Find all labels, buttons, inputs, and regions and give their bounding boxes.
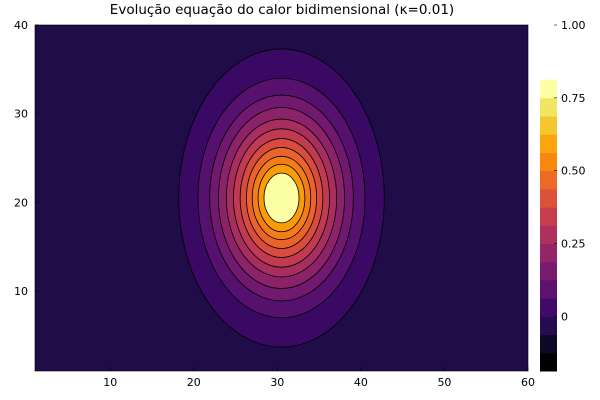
x-tick-label: 10 <box>103 376 117 389</box>
chart-title: Evolução equação do calor bidimensional … <box>110 2 454 18</box>
colorbar-band <box>540 261 557 281</box>
y-tick-label: 30 <box>14 108 28 121</box>
colorbar-band <box>540 225 557 245</box>
y-tick-label: 20 <box>14 196 28 209</box>
contour-level-11 <box>263 172 300 224</box>
colorbar-tick-label: 0.75 <box>561 92 586 105</box>
x-tick-label: 40 <box>354 376 368 389</box>
colorbar-band <box>540 298 557 317</box>
colorbar: 0 0.25 0.50 0.75 1.00 <box>540 19 586 372</box>
colorbar-band <box>540 243 557 263</box>
y-axis: 10 20 30 40 <box>14 19 39 298</box>
colorbar-band <box>540 188 557 208</box>
colorbar-band <box>540 352 557 372</box>
y-tick-label: 40 <box>14 19 28 32</box>
y-tick-label: 10 <box>14 285 28 298</box>
plot-area <box>35 25 528 371</box>
colorbar-band <box>540 170 557 190</box>
x-tick-label: 60 <box>521 376 535 389</box>
x-tick-label: 20 <box>187 376 201 389</box>
x-tick-label: 30 <box>270 376 284 389</box>
colorbar-band <box>540 97 557 117</box>
colorbar-band <box>540 334 557 354</box>
colorbar-band <box>540 207 557 226</box>
colorbar-tick-label: 0.50 <box>561 165 586 178</box>
colorbar-tick-label: 0 <box>561 310 568 323</box>
plot-frame <box>34 24 529 372</box>
x-axis: 10 20 30 40 50 60 <box>103 367 535 389</box>
colorbar-band <box>540 79 557 99</box>
colorbar-tick-label: 1.00 <box>561 19 586 32</box>
colorbar-band <box>540 134 557 153</box>
colorbar-band <box>540 152 557 172</box>
colorbar-tick-label: 0.25 <box>561 238 586 251</box>
colorbar-band <box>540 116 557 135</box>
colorbar-band <box>540 316 557 336</box>
colorbar-band <box>540 279 557 299</box>
x-tick-label: 50 <box>437 376 451 389</box>
